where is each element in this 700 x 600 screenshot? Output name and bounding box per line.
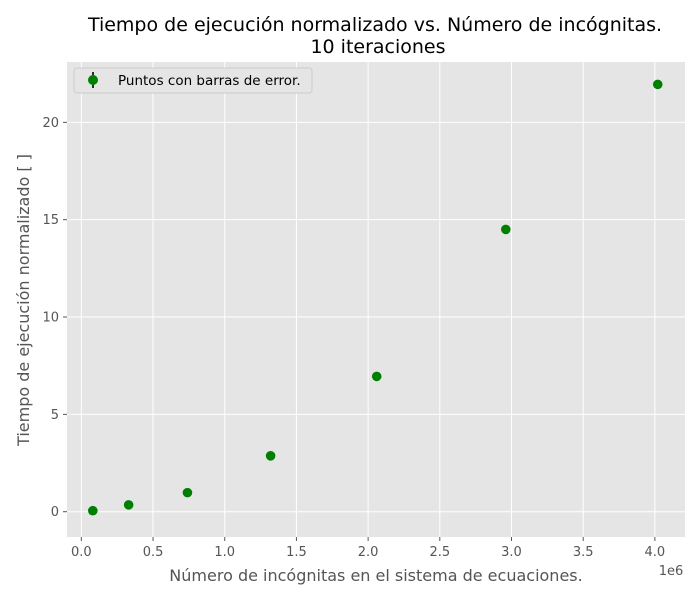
chart-title: Tiempo de ejecución normalizado vs. Núme… <box>87 14 662 36</box>
data-point <box>123 500 134 510</box>
y-tick-label: 0 <box>51 505 59 520</box>
data-points <box>88 79 663 516</box>
legend-label: Puntos con barras de error. <box>118 73 301 89</box>
y-axis-label: Tiempo de ejecución normalizado [ ] <box>14 154 33 447</box>
chart-subtitle: 10 iteraciones <box>310 36 445 58</box>
x-tick-label: 2.5 <box>429 545 450 560</box>
x-tick-label: 1.0 <box>214 545 235 560</box>
data-point <box>371 371 382 382</box>
y-tick-label: 10 <box>42 311 59 326</box>
x-tick-label: 4.0 <box>645 545 666 560</box>
y-axis-ticks: 0 5 10 15 20 <box>42 116 67 520</box>
x-gridlines <box>80 62 656 537</box>
x-axis-offset-label: 1e6 <box>659 564 684 579</box>
x-axis-ticks: 0.0 0.5 1.0 1.5 2.0 2.5 3.0 3.5 4.0 <box>71 537 665 560</box>
x-tick-label: 3.5 <box>573 545 594 560</box>
data-point <box>88 505 98 516</box>
legend-marker <box>88 75 98 85</box>
y-tick-label: 15 <box>42 213 59 228</box>
x-tick-label: 2.0 <box>358 545 379 560</box>
x-tick-label: 1.5 <box>286 545 307 560</box>
y-tick-label: 20 <box>42 116 59 131</box>
legend: Puntos con barras de error. <box>73 67 313 94</box>
data-point <box>500 224 511 235</box>
legend-box <box>73 67 313 94</box>
data-point <box>652 79 663 90</box>
x-tick-label: 0.0 <box>71 545 92 560</box>
data-point <box>182 487 193 498</box>
x-tick-label: 3.0 <box>501 545 522 560</box>
x-tick-label: 0.5 <box>143 545 164 560</box>
y-tick-label: 5 <box>51 408 59 423</box>
y-gridlines <box>67 121 685 513</box>
x-axis-label: Número de incógnitas en el sistema de ec… <box>169 566 582 585</box>
data-point <box>265 451 276 461</box>
plot-area <box>67 62 685 537</box>
